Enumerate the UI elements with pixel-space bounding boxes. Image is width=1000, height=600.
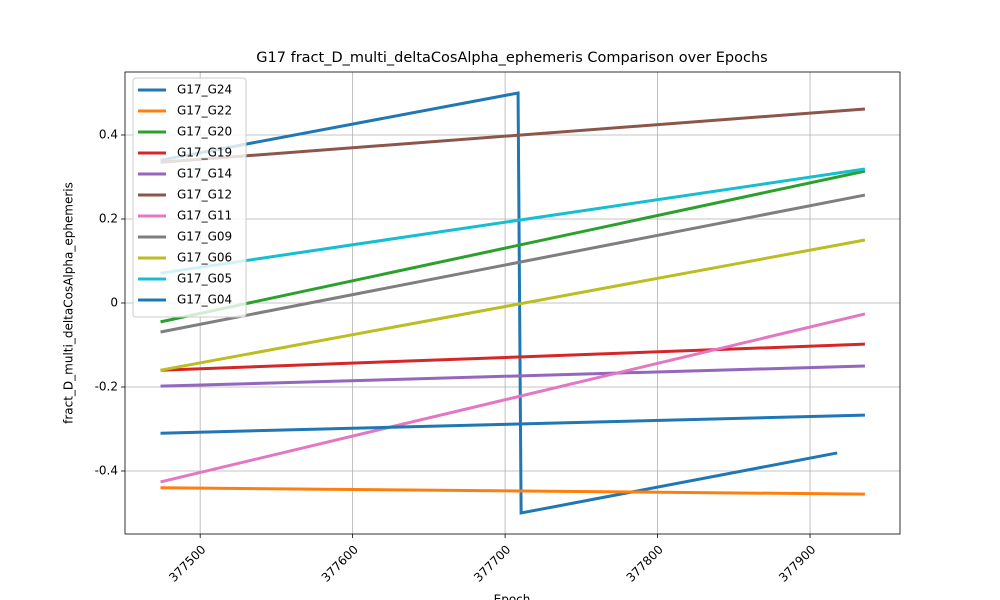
legend-label: G17_G14 bbox=[177, 167, 232, 181]
axes-frame bbox=[124, 71, 901, 535]
legend-label: G17_G09 bbox=[177, 230, 232, 244]
line bbox=[160, 486, 865, 496]
line bbox=[160, 169, 866, 324]
x-axis-label: Epoch bbox=[494, 593, 531, 600]
legend-label: G17_G22 bbox=[177, 104, 232, 118]
line bbox=[160, 342, 865, 372]
y-tick-label: -0.2 bbox=[95, 380, 118, 394]
line bbox=[160, 167, 866, 275]
line bbox=[160, 364, 865, 388]
line bbox=[160, 193, 866, 334]
line bbox=[160, 238, 866, 372]
x-tick-label: 377900 bbox=[776, 542, 818, 584]
legend-label: G17_G12 bbox=[177, 188, 232, 202]
x-tick-label: 377500 bbox=[166, 542, 208, 584]
chart-title: G17 fract_D_multi_deltaCosAlpha_ephemeri… bbox=[256, 50, 767, 66]
line bbox=[160, 107, 866, 164]
y-tick-label: 0 bbox=[110, 296, 118, 310]
legend-label: G17_G19 bbox=[177, 146, 232, 160]
y-tick-label: -0.4 bbox=[95, 464, 118, 478]
legend-label: G17_G05 bbox=[177, 272, 232, 286]
legend-label: G17_G04 bbox=[177, 293, 232, 307]
legend-label: G17_G24 bbox=[177, 83, 232, 97]
line bbox=[160, 312, 866, 484]
x-tick-label: 377800 bbox=[624, 542, 666, 584]
legend-label: G17_G06 bbox=[177, 251, 232, 265]
legend-label: G17_G11 bbox=[177, 209, 232, 223]
legend-label: G17_G20 bbox=[177, 125, 232, 139]
line bbox=[160, 413, 865, 435]
x-tick-label: 377600 bbox=[319, 542, 361, 584]
y-tick-label: 0.4 bbox=[99, 128, 118, 142]
x-tick-label: 377700 bbox=[471, 542, 513, 584]
y-tick-label: 0.2 bbox=[99, 212, 118, 226]
y-axis-label: fract_D_multi_deltaCosAlpha_ephemeris bbox=[62, 182, 76, 424]
